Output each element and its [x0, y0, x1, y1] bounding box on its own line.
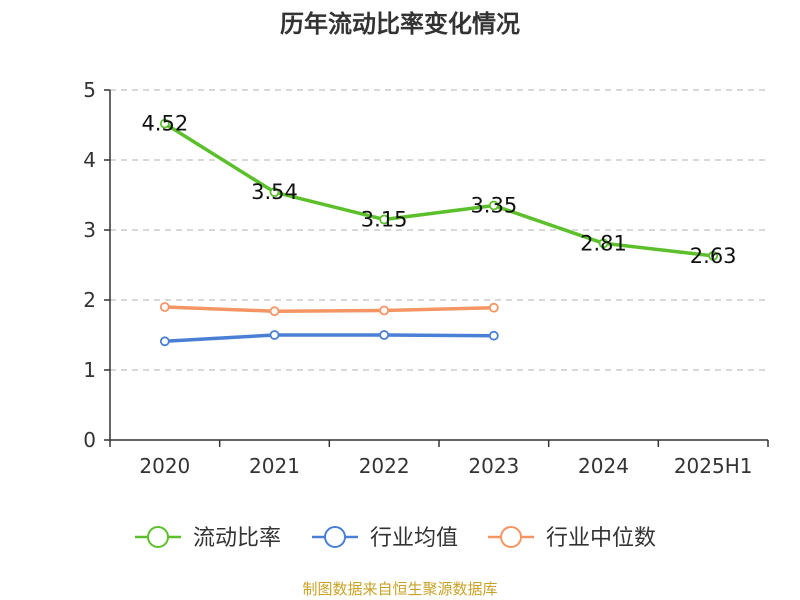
data-point	[159, 336, 170, 347]
chart-title: 历年流动比率变化情况	[280, 10, 520, 38]
legend-marker	[324, 526, 346, 548]
data-point	[379, 305, 390, 316]
data-point	[488, 302, 499, 313]
legend-label: 行业中位数	[546, 526, 656, 551]
legend-label: 行业均值	[370, 526, 458, 551]
data-point	[488, 330, 499, 341]
x-tick-label: 2022	[359, 454, 410, 478]
data-point	[159, 118, 170, 129]
data-point	[269, 330, 280, 340]
x-tick-label: 2024	[578, 454, 629, 478]
legend-item[interactable]: 行业均值	[312, 526, 458, 551]
data-point	[379, 214, 390, 225]
x-tick-label: 2023	[468, 454, 519, 478]
y-tick-label: 1	[83, 358, 96, 382]
series-line	[163, 121, 715, 258]
data-label: 2.81	[580, 231, 627, 255]
data-point	[379, 330, 390, 340]
data-point	[708, 250, 719, 261]
x-tick-label: 2020	[139, 454, 190, 478]
x-tick-label: 2021	[249, 454, 300, 478]
data-label: 3.35	[470, 194, 517, 218]
legend-marker	[500, 526, 522, 548]
y-tick-label: 2	[83, 288, 96, 312]
data-point	[598, 238, 609, 249]
y-tick-label: 5	[83, 78, 96, 102]
series-line	[163, 305, 496, 313]
data-point	[269, 187, 280, 198]
data-point	[269, 306, 280, 317]
data-label: 3.54	[251, 180, 298, 204]
legend-label: 流动比率	[193, 526, 281, 551]
y-tick-label: 4	[83, 148, 96, 172]
legend-item[interactable]: 行业中位数	[488, 526, 656, 551]
legend-item[interactable]: 流动比率	[135, 526, 281, 551]
data-label: 2.63	[690, 244, 737, 268]
series-line	[163, 333, 496, 344]
y-tick-label: 3	[83, 218, 96, 242]
y-tick-label: 0	[83, 428, 96, 452]
legend-marker	[147, 526, 169, 548]
data-label: 4.52	[141, 112, 188, 136]
data-point	[159, 302, 170, 312]
x-tick-label: 2025H1	[674, 454, 753, 478]
source-note: 制图数据来自恒生聚源数据库	[302, 580, 497, 598]
data-point	[488, 200, 499, 211]
data-label: 3.15	[361, 208, 408, 232]
